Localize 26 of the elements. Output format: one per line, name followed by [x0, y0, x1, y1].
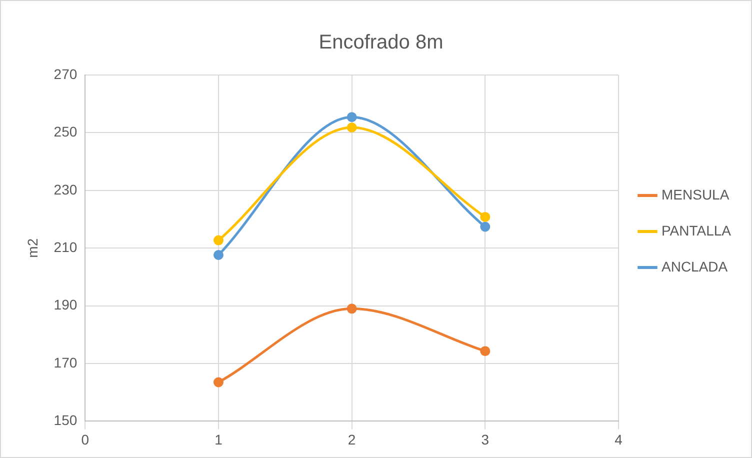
point [346, 112, 357, 122]
legend-label: PANTALLA [661, 222, 732, 238]
y-axis-title: m2 [24, 238, 40, 258]
x-tick-label: 4 [614, 431, 623, 448]
x-tick-label: 1 [214, 431, 223, 448]
y-tick-label: 250 [54, 124, 78, 140]
x-tick-label: 0 [81, 431, 90, 448]
y-tick-label: 230 [54, 181, 78, 198]
point [213, 377, 224, 388]
y-tick-label: 170 [54, 354, 78, 370]
legend-label: MENSULA [661, 186, 730, 202]
point [346, 304, 357, 314]
point [480, 212, 490, 222]
point [480, 222, 490, 232]
y-tick-label: 190 [54, 296, 78, 313]
chart-title: Encofrado 8m [318, 32, 444, 54]
legend-label: ANCLADA [661, 258, 728, 274]
y-tick-label: 270 [54, 66, 78, 82]
point [213, 235, 224, 246]
x-tick-label: 3 [481, 431, 490, 448]
point [213, 250, 224, 260]
y-tick-label: 150 [54, 412, 78, 428]
point [346, 122, 357, 133]
y-tick-label: 210 [54, 238, 78, 255]
x-tick-label: 2 [348, 431, 356, 448]
point [480, 346, 490, 356]
